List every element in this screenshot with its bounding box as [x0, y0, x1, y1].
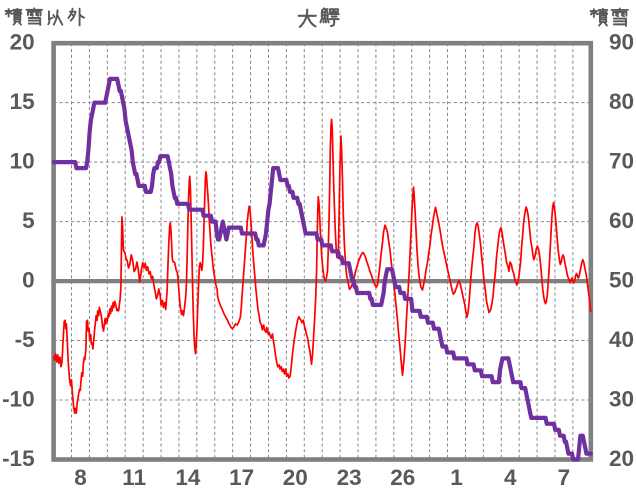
svg-text:0: 0: [22, 268, 35, 293]
svg-text:-10: -10: [2, 387, 35, 412]
svg-text:20: 20: [283, 465, 308, 490]
svg-text:20: 20: [609, 446, 634, 471]
svg-text:60: 60: [609, 208, 634, 233]
svg-text:90: 90: [609, 30, 634, 55]
svg-text:10: 10: [10, 149, 35, 174]
svg-text:7: 7: [558, 465, 571, 490]
svg-text:26: 26: [390, 465, 415, 490]
svg-text:11: 11: [122, 465, 146, 490]
svg-text:-15: -15: [2, 446, 35, 471]
svg-text:80: 80: [609, 89, 634, 114]
svg-text:14: 14: [175, 465, 201, 490]
svg-text:50: 50: [609, 268, 634, 293]
svg-text:17: 17: [229, 465, 254, 490]
svg-text:5: 5: [22, 208, 35, 233]
svg-text:23: 23: [337, 465, 362, 490]
svg-text:70: 70: [609, 149, 634, 174]
svg-text:4: 4: [504, 465, 517, 490]
svg-text:20: 20: [10, 30, 35, 55]
svg-text:8: 8: [74, 465, 87, 490]
svg-text:-5: -5: [15, 327, 35, 352]
svg-text:15: 15: [10, 89, 35, 114]
svg-text:1: 1: [450, 465, 463, 490]
svg-text:30: 30: [609, 387, 634, 412]
svg-text:40: 40: [609, 327, 634, 352]
